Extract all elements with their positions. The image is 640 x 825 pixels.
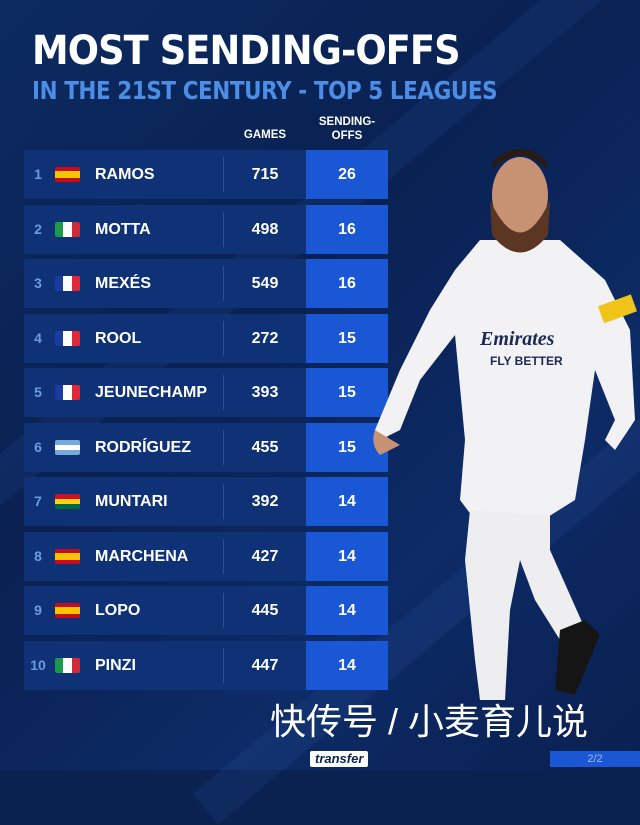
column-divider xyxy=(223,484,224,519)
transfer-logo: transfer xyxy=(310,751,369,767)
table-row: 5 JEUNECHAMP 393 15 xyxy=(24,368,388,417)
sending-offs-value: 16 xyxy=(306,204,388,254)
column-header-sending-offs: SENDING- OFFS xyxy=(306,115,388,143)
player-name: RAMOS xyxy=(95,166,155,183)
games-value: 447 xyxy=(251,656,279,674)
column-divider xyxy=(223,157,224,192)
rank: 6 xyxy=(34,438,42,455)
sending-offs-value: 26 xyxy=(306,150,388,199)
player-hand xyxy=(373,430,400,455)
sending-offs-value: 14 xyxy=(306,531,388,581)
table-row: 7 MUNTARI 392 14 xyxy=(24,477,388,526)
player-name: MEXÉS xyxy=(95,275,152,292)
captain-armband xyxy=(597,294,637,324)
player-shirt xyxy=(375,240,635,525)
player-head xyxy=(492,157,548,233)
sending-offs-value: 16 xyxy=(306,259,388,308)
player-boot xyxy=(555,620,600,695)
rank: 1 xyxy=(34,166,42,182)
games-value: 272 xyxy=(251,329,279,347)
games-value: 549 xyxy=(251,275,279,292)
shirt-tagline: FLY BETTER xyxy=(490,354,563,368)
player-photo: Emirates FLY BETTER xyxy=(373,149,637,700)
column-divider xyxy=(223,647,224,683)
rank: 9 xyxy=(34,602,42,618)
flag-ghana-icon xyxy=(55,494,80,509)
column-divider xyxy=(223,538,224,574)
sending-offs-value: 15 xyxy=(306,422,388,472)
shirt-sponsor: Emirates xyxy=(479,328,555,350)
flag-italy-icon xyxy=(55,657,80,673)
player-name: ROOL xyxy=(95,329,142,347)
column-divider xyxy=(223,211,224,247)
games-value: 498 xyxy=(251,220,279,238)
column-divider xyxy=(223,266,224,301)
rank: 7 xyxy=(34,493,42,509)
rank: 8 xyxy=(34,547,42,564)
flag-france-icon xyxy=(55,276,80,291)
rank: 10 xyxy=(30,656,46,673)
column-header-line: SENDING- xyxy=(318,116,376,128)
column-divider xyxy=(223,320,224,356)
games-value: 455 xyxy=(251,438,279,456)
page-indicator: 2/2 xyxy=(550,751,640,767)
column-divider xyxy=(223,375,224,410)
rank: 5 xyxy=(34,384,42,400)
sending-offs-value: 15 xyxy=(306,368,388,417)
sending-offs-value: 15 xyxy=(306,313,388,363)
flag-france-icon xyxy=(55,385,80,400)
flag-argentina-icon xyxy=(55,439,80,455)
table-row: 4 ROOL 272 15 xyxy=(24,313,388,363)
player-name: RODRÍGUEZ xyxy=(95,438,191,456)
column-header-line: OFFS xyxy=(331,130,363,142)
table-row: 1 RAMOS 715 26 xyxy=(24,150,388,199)
sending-offs-value: 14 xyxy=(306,586,388,635)
flag-spain-icon xyxy=(55,548,80,564)
table-row: 10 PINZI 447 14 xyxy=(24,640,388,690)
games-value: 715 xyxy=(251,166,279,183)
player-legs xyxy=(465,510,590,700)
player-name: PINZI xyxy=(95,656,136,674)
table-row: 2 MOTTA 498 16 xyxy=(24,204,388,254)
flag-italy-icon xyxy=(55,221,80,237)
table-row: 3 MEXÉS 549 16 xyxy=(24,259,388,308)
games-value: 427 xyxy=(251,547,279,565)
player-beard xyxy=(490,200,550,253)
flag-france-icon xyxy=(55,330,80,346)
watermark: 快传号 / 小麦育儿说 xyxy=(270,701,589,742)
sending-offs-value: 14 xyxy=(306,477,388,526)
column-divider xyxy=(223,593,224,628)
player-name: MUNTARI xyxy=(95,493,168,510)
flag-spain-icon xyxy=(55,167,80,182)
player-name: JEUNECHAMP xyxy=(95,384,208,401)
flag-spain-icon xyxy=(55,603,80,618)
player-name: MOTTA xyxy=(95,220,151,238)
table-row: 9 LOPO 445 14 xyxy=(24,586,388,635)
page-title: MOST SENDING-OFFS xyxy=(32,28,461,74)
player-name: LOPO xyxy=(95,602,141,619)
games-value: 393 xyxy=(251,384,279,401)
rank: 3 xyxy=(34,275,42,291)
column-divider xyxy=(223,429,224,465)
games-value: 445 xyxy=(251,602,279,619)
column-header-games: GAMES xyxy=(243,129,287,141)
player-hair xyxy=(492,149,548,170)
page-subtitle: IN THE 21ST CENTURY - TOP 5 LEAGUES xyxy=(32,76,498,105)
table-row: 8 MARCHENA 427 14 xyxy=(24,531,388,581)
table-row: 6 RODRÍGUEZ 455 15 xyxy=(24,422,388,472)
player-name: MARCHENA xyxy=(95,547,189,565)
rank: 4 xyxy=(34,329,42,346)
sending-offs-value: 14 xyxy=(306,640,388,690)
games-value: 392 xyxy=(251,493,279,510)
rank: 2 xyxy=(34,220,42,237)
